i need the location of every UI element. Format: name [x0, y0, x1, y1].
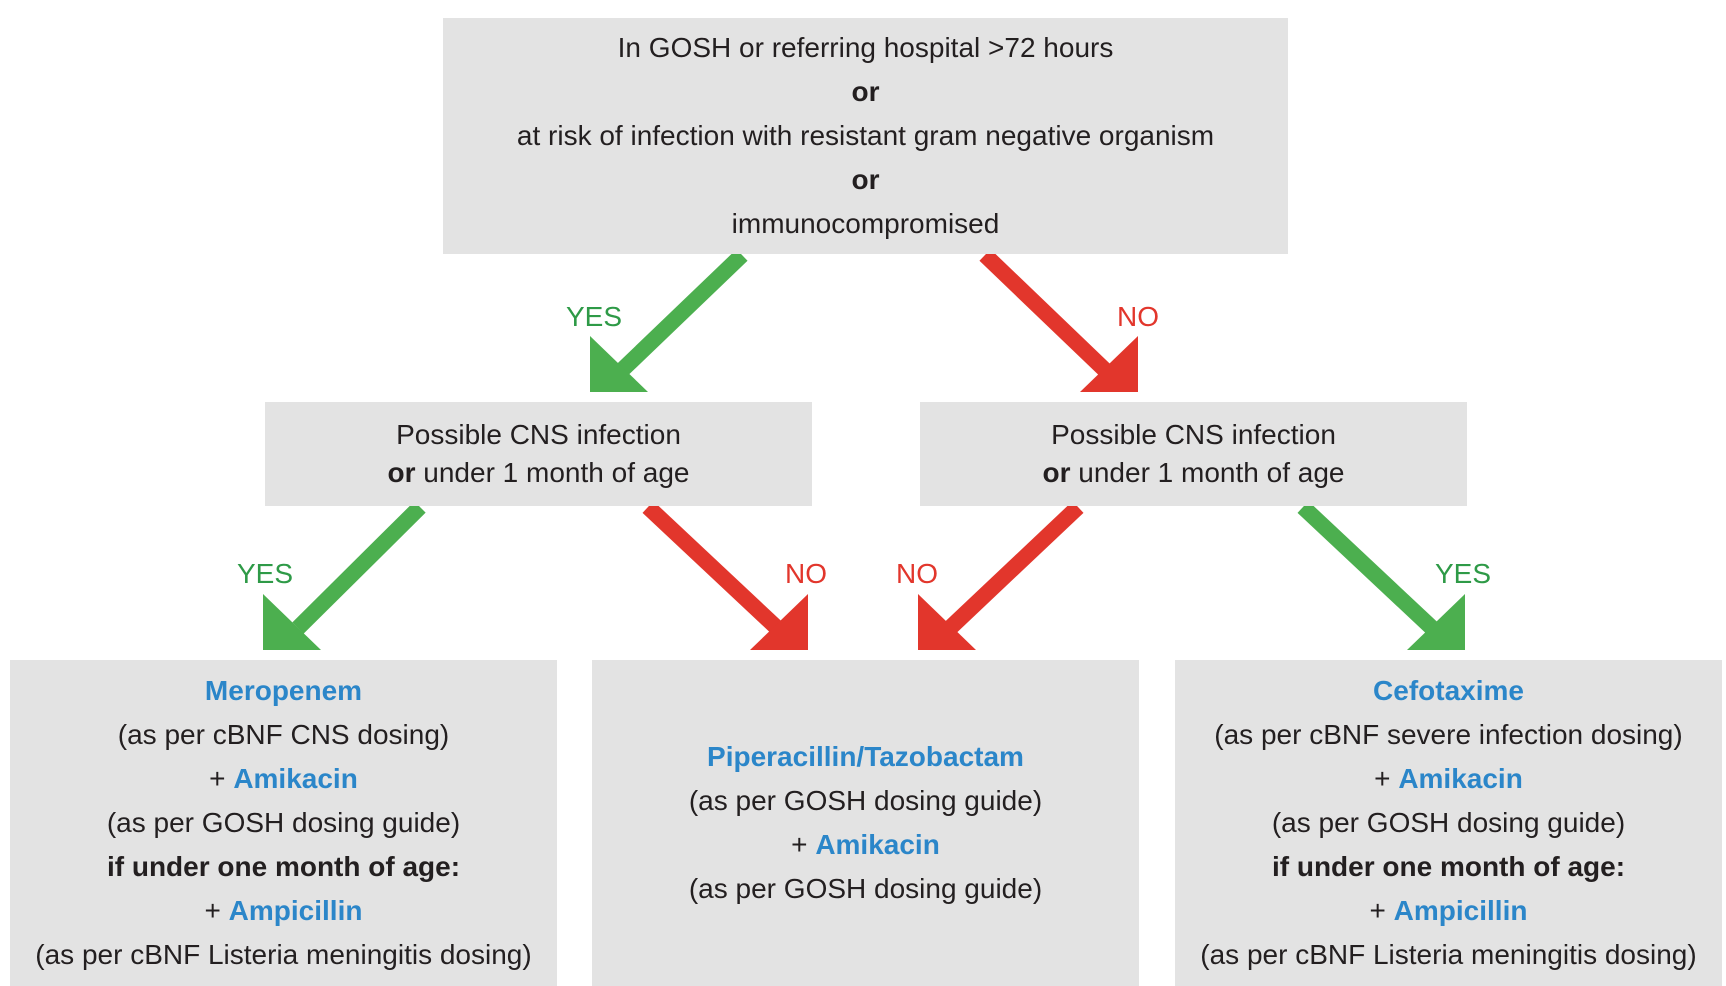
note-gosh-dosing: (as per GOSH dosing guide) [688, 873, 1043, 904]
label-top-yes: YES [566, 301, 623, 332]
drug-cefotaxime: Cefotaxime [1373, 675, 1524, 706]
top-decision-box: In GOSH or referring hospital >72 hours … [443, 18, 1288, 254]
note-gosh-dosing: (as per GOSH dosing guide) [106, 807, 461, 838]
plus-sign: + [1374, 763, 1399, 794]
arrow-top-no [979, 249, 1138, 392]
plus-ampicillin-line: + Ampicillin [1370, 889, 1528, 933]
left-question-or: or [387, 457, 416, 488]
drug-amikacin: Amikacin [815, 829, 940, 860]
drug-amikacin: Amikacin [1398, 763, 1523, 794]
top-or-2: or [851, 164, 880, 195]
note-severe-infection-dosing: (as per cBNF severe infection dosing) [1214, 719, 1683, 750]
label-top-no: NO [1117, 301, 1159, 332]
drug-ampicillin: Ampicillin [228, 895, 363, 926]
arrow-top-yes [590, 249, 748, 392]
top-criterion-resistant: at risk of infection with resistant gram… [516, 120, 1215, 151]
label-left-yes: YES [237, 558, 294, 589]
plus-sign: + [1369, 895, 1394, 926]
left-question-line2: or under 1 month of age [388, 454, 690, 492]
note-gosh-dosing: (as per GOSH dosing guide) [688, 785, 1043, 816]
left-question-box: Possible CNS infection or under 1 month … [265, 402, 812, 506]
result-box-right: Cefotaxime (as per cBNF severe infection… [1175, 660, 1722, 986]
label-right-yes: YES [1435, 558, 1492, 589]
plus-sign: + [209, 763, 234, 794]
plus-sign: + [791, 829, 816, 860]
left-question-age: under 1 month of age [415, 457, 690, 488]
right-question-line2: or under 1 month of age [1043, 454, 1345, 492]
note-listeria-dosing: (as per cBNF Listeria meningitis dosing) [1200, 939, 1697, 970]
right-question-age: under 1 month of age [1070, 457, 1345, 488]
label-right-no: NO [896, 558, 938, 589]
label-left-no: NO [785, 558, 827, 589]
top-or-1: or [851, 76, 880, 107]
note-listeria-dosing: (as per cBNF Listeria meningitis dosing) [35, 939, 532, 970]
condition-under-one-month: if under one month of age: [106, 851, 461, 882]
plus-sign: + [204, 895, 229, 926]
arrow-right-yes [1297, 501, 1465, 650]
result-box-left: Meropenem (as per cBNF CNS dosing) + Ami… [10, 660, 557, 986]
right-question-line1: Possible CNS infection [1051, 419, 1336, 450]
arrow-right-no [918, 501, 1084, 650]
result-box-middle: Piperacillin/Tazobactam (as per GOSH dos… [592, 660, 1139, 986]
plus-amikacin-line: + Amikacin [791, 823, 940, 867]
drug-ampicillin: Ampicillin [1393, 895, 1528, 926]
left-question-line1: Possible CNS infection [396, 419, 681, 450]
plus-ampicillin-line: + Ampicillin [205, 889, 363, 933]
drug-piperacillin-tazobactam: Piperacillin/Tazobactam [707, 741, 1024, 772]
arrow-left-no [642, 501, 808, 650]
condition-under-one-month: if under one month of age: [1271, 851, 1626, 882]
drug-amikacin: Amikacin [233, 763, 358, 794]
right-question-box: Possible CNS infection or under 1 month … [920, 402, 1467, 506]
arrow-left-yes [263, 501, 426, 650]
plus-amikacin-line: + Amikacin [209, 757, 358, 801]
drug-meropenem: Meropenem [204, 675, 363, 706]
plus-amikacin-line: + Amikacin [1374, 757, 1523, 801]
note-cns-dosing: (as per cBNF CNS dosing) [117, 719, 450, 750]
top-criterion-immuno: immunocompromised [731, 208, 1000, 239]
top-criterion-hospital: In GOSH or referring hospital >72 hours [617, 32, 1114, 63]
note-gosh-dosing: (as per GOSH dosing guide) [1271, 807, 1626, 838]
right-question-or: or [1042, 457, 1071, 488]
